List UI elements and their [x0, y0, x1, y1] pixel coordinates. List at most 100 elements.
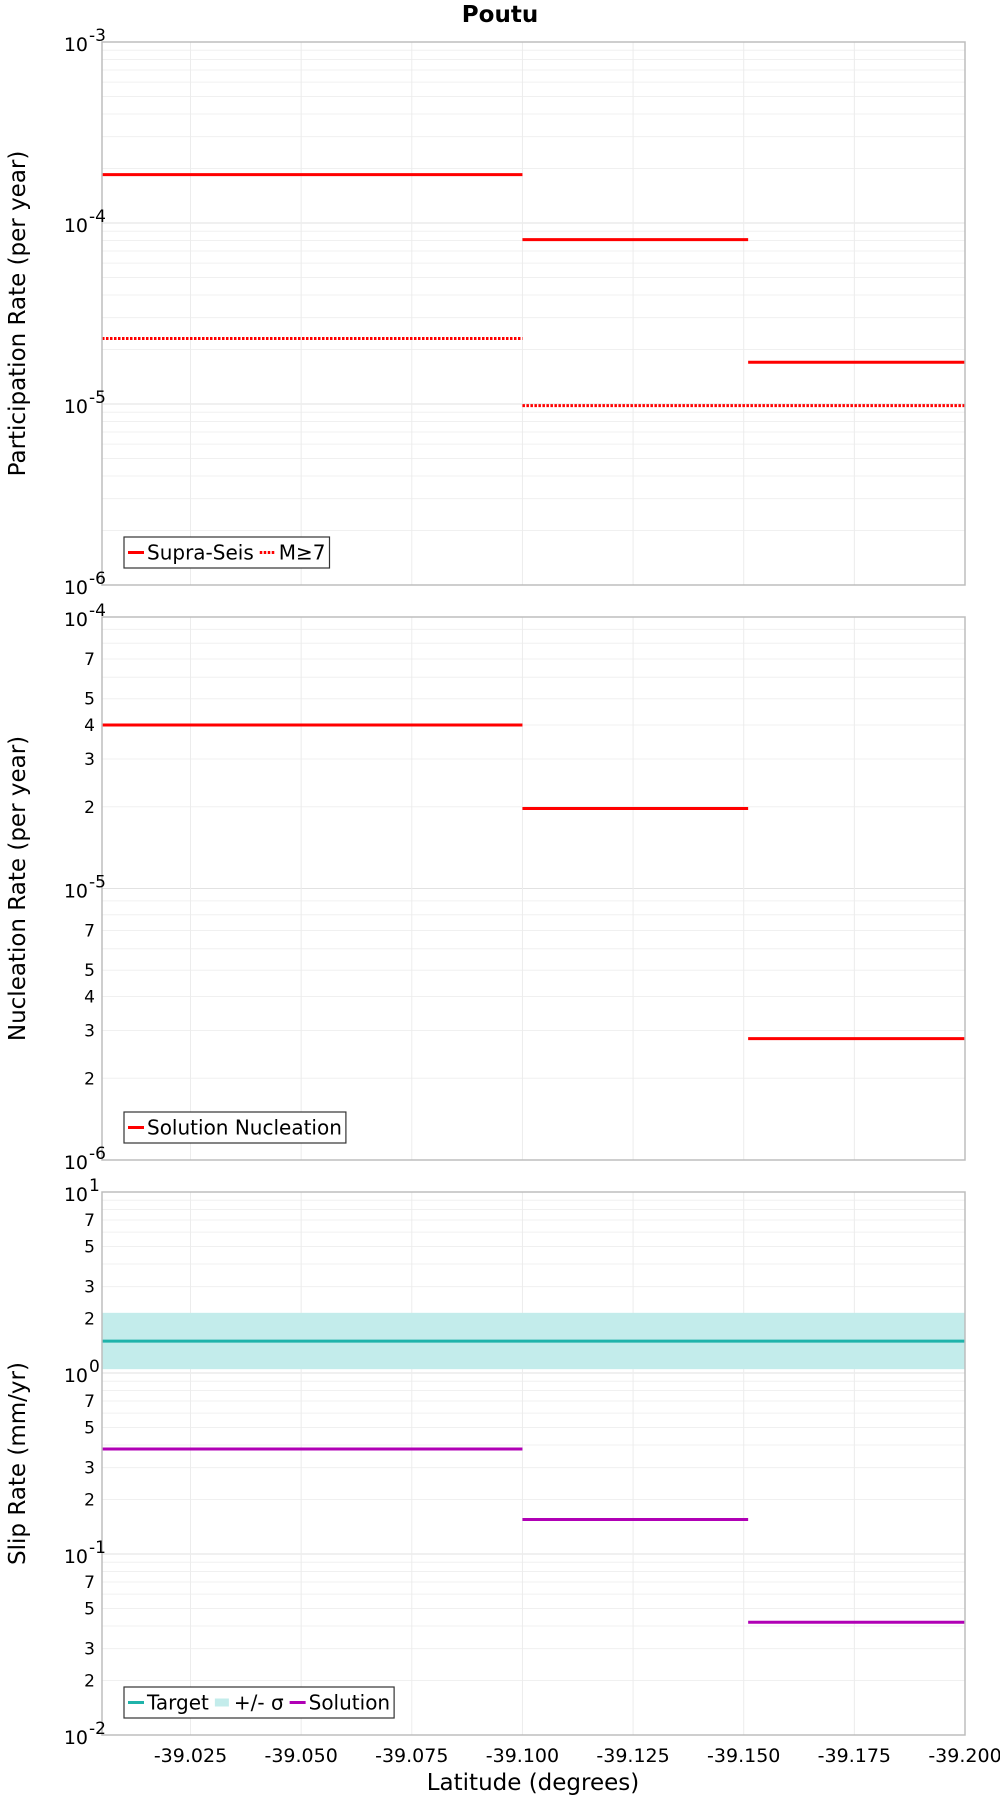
- y-axis-label: Nucleation Rate (per year): [5, 736, 31, 1041]
- y-minor-tick-label: 3: [84, 1640, 95, 1660]
- y-tick-exponent: -5: [89, 388, 106, 408]
- y-minor-tick-label: 3: [84, 750, 95, 770]
- y-minor-tick-label: 7: [84, 1211, 95, 1231]
- y-tick-base: 10: [64, 1365, 88, 1387]
- y-tick-exponent: -4: [89, 601, 106, 621]
- plot-frame: [101, 1191, 966, 1736]
- y-tick-label: 10 -5: [64, 388, 106, 418]
- y-tick-label: 10 -5: [64, 873, 106, 903]
- x-tick-label: -39.125: [596, 1745, 669, 1767]
- y-tick-exponent: -1: [89, 1538, 106, 1558]
- legend-label: +/- σ: [234, 1691, 284, 1715]
- y-minor-tick-label: 5: [84, 1237, 95, 1257]
- y-axis-label: Slip Rate (mm/yr): [5, 1362, 31, 1565]
- series-solution-nucleation: [102, 723, 965, 1041]
- y-tick-base: 10: [64, 577, 88, 599]
- y-tick-exponent: -3: [89, 26, 106, 46]
- y-tick-exponent: -6: [89, 1144, 106, 1164]
- x-tick-label: -39.075: [375, 1745, 448, 1767]
- y-minor-tick-label: 4: [84, 716, 95, 736]
- x-tick-label: -39.175: [818, 1745, 891, 1767]
- y-minor-tick-label: 5: [84, 1599, 95, 1619]
- plot-frame: [101, 616, 966, 1161]
- y-tick-exponent: -4: [89, 207, 106, 227]
- y-tick-base: 10: [64, 1184, 88, 1206]
- y-tick-label: 10 -4: [64, 601, 106, 631]
- series-m-7: [102, 337, 965, 408]
- plot-background: [102, 42, 965, 585]
- y-minor-tick-label: 2: [84, 798, 95, 818]
- y-tick-base: 10: [64, 1152, 88, 1174]
- y-tick-label: 10 -6: [64, 1144, 106, 1174]
- y-tick-label: 10 -6: [64, 569, 106, 599]
- y-minor-tick-label: 7: [84, 1392, 95, 1412]
- legend: Solution Nucleation: [123, 1111, 347, 1144]
- y-minor-tick-label: 4: [84, 988, 95, 1008]
- y-tick-base: 10: [64, 1727, 88, 1749]
- y-minor-tick-label: 2: [84, 1310, 95, 1330]
- legend-box: [123, 1111, 347, 1144]
- y-minor-tick-label: 5: [84, 690, 95, 710]
- x-tick-label: -39.050: [264, 1745, 337, 1767]
- y-tick-exponent: 1: [89, 1176, 100, 1196]
- y-tick-label: 10 -2: [64, 1719, 106, 1749]
- y-tick-label: 10 0: [64, 1357, 100, 1387]
- legend-entry: M≥7: [259, 541, 326, 565]
- legend-label: Solution: [309, 1691, 390, 1715]
- x-tick-label: -39.025: [154, 1745, 227, 1767]
- x-axis-ticks: -39.025 -39.050 -39.075 -39.100 -39.125 -39.1…: [154, 1745, 1000, 1767]
- y-tick-base: 10: [64, 215, 88, 237]
- y-tick-label: 10 -4: [64, 207, 106, 237]
- legend-entry: Target: [128, 1691, 209, 1715]
- y-minor-tick-label: 5: [84, 961, 95, 981]
- series-supra-seis: [102, 173, 965, 364]
- y-tick-label: 10 -3: [64, 26, 106, 56]
- y-minor-tick-label: 2: [84, 1069, 95, 1089]
- y-minor-tick-label: 7: [84, 650, 95, 670]
- legend: Supra-Seis M≥7: [123, 536, 331, 569]
- y-axis-label: Participation Rate (per year): [5, 151, 31, 477]
- chart-title: Poutu: [462, 2, 538, 28]
- legend-entry: Solution: [289, 1691, 390, 1715]
- y-tick-exponent: -6: [89, 569, 106, 589]
- x-tick-label: -39.200: [928, 1745, 1000, 1767]
- y-tick-base: 10: [64, 609, 88, 631]
- y-minor-tick-label: 2: [84, 1491, 95, 1511]
- legend-entry: Solution Nucleation: [128, 1116, 342, 1140]
- legend-box: [123, 1686, 395, 1719]
- gridlines: [102, 1191, 966, 1736]
- plot-frame: [101, 41, 966, 586]
- y-minor-tick-label: 2: [84, 1672, 95, 1692]
- y-tick-exponent: 0: [89, 1357, 100, 1377]
- legend: Target +/- σ Solution: [123, 1686, 395, 1719]
- gridlines: [102, 616, 966, 1161]
- y-minor-tick-label: 3: [84, 1278, 95, 1298]
- legend-entry: +/- σ: [214, 1691, 284, 1715]
- y-tick-base: 10: [64, 1546, 88, 1568]
- y-minor-tick-label: 5: [84, 1418, 95, 1438]
- y-minor-tick-label: 3: [84, 1459, 95, 1479]
- plot-background: [102, 1192, 965, 1735]
- y-minor-tick-label: 3: [84, 1021, 95, 1041]
- y-tick-base: 10: [64, 396, 88, 418]
- legend-swatch: [214, 1698, 229, 1707]
- y-tick-label: 10 -1: [64, 1538, 106, 1568]
- x-tick-label: -39.100: [486, 1745, 559, 1767]
- x-tick-label: -39.150: [707, 1745, 780, 1767]
- legend-label: Supra-Seis: [147, 541, 254, 565]
- legend-label: M≥7: [279, 541, 326, 565]
- y-tick-exponent: -2: [89, 1719, 106, 1739]
- series-solution: [102, 1447, 965, 1624]
- y-tick-base: 10: [64, 881, 88, 903]
- legend-box: [123, 536, 331, 569]
- y-tick-base: 10: [64, 34, 88, 56]
- legend-label: Solution Nucleation: [147, 1116, 342, 1140]
- y-tick-exponent: -5: [89, 873, 106, 893]
- x-axis-label: Latitude (degrees): [427, 1770, 640, 1796]
- legend-entry: Supra-Seis: [128, 541, 254, 565]
- y-tick-label: 10 1: [64, 1176, 100, 1206]
